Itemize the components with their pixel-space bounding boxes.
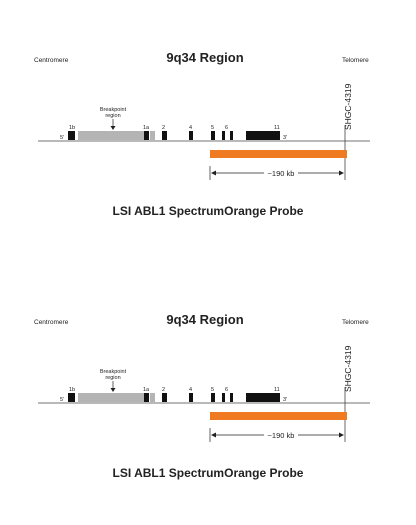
- diagram-panel-bottom: 9q34 Region Centromere Telomere 5' 3' 1b 1a 2 4 5…: [0, 262, 416, 524]
- size-arrow-left: [211, 432, 216, 438]
- probe-bar: [210, 412, 347, 420]
- size-label-background: [264, 429, 298, 440]
- exon: [189, 393, 193, 402]
- exon: [189, 131, 193, 140]
- exon-label: 1b: [69, 125, 75, 131]
- probe-bar: [210, 150, 347, 158]
- size-label: ~190 kb: [268, 431, 295, 440]
- marker-label: SHGC-4319: [343, 345, 353, 392]
- abl1-probe-diagram: 9q34 Region Centromere Telomere 5' 3' 1b 1a 2 4 5…: [34, 312, 370, 480]
- exon: [144, 393, 149, 402]
- exon-label: 4: [189, 387, 192, 393]
- exon-label: 11: [274, 125, 280, 131]
- three-prime-label: 3': [283, 397, 287, 403]
- size-label: ~190 kb: [268, 169, 295, 178]
- five-prime-label: 5': [60, 397, 64, 403]
- exon: [68, 131, 75, 140]
- size-label-background: [264, 167, 298, 178]
- exon: [222, 131, 225, 140]
- five-prime-label: 5': [60, 135, 64, 141]
- exon: [162, 131, 167, 140]
- exon: [246, 393, 280, 402]
- exon: [230, 131, 233, 140]
- exon: [162, 393, 167, 402]
- centromere-label: Centromere: [34, 319, 69, 326]
- exon: [230, 393, 233, 402]
- exon-label: 2: [162, 387, 165, 393]
- exon-label: 6: [225, 387, 228, 393]
- breakpoint-region-segment: [150, 131, 155, 140]
- exon: [222, 393, 225, 402]
- exon-label: 5: [211, 125, 214, 131]
- telomere-label: Telomere: [342, 319, 369, 326]
- breakpoint-label: Breakpoint: [100, 369, 127, 375]
- exon: [144, 131, 149, 140]
- exon-label: 4: [189, 125, 192, 131]
- three-prime-label: 3': [283, 135, 287, 141]
- breakpoint-arrowhead: [110, 126, 116, 130]
- exon-label: 6: [225, 125, 228, 131]
- size-arrow-right: [339, 170, 344, 176]
- breakpoint-region: [78, 393, 144, 402]
- exon-label: 1a: [143, 387, 150, 393]
- centromere-label: Centromere: [34, 57, 69, 64]
- telomere-label: Telomere: [342, 57, 369, 64]
- exon: [211, 393, 215, 402]
- exon-label: 2: [162, 125, 165, 131]
- size-arrow-right: [339, 432, 344, 438]
- exon-label: 11: [274, 387, 280, 393]
- region-title: 9q34 Region: [166, 312, 243, 327]
- exon: [246, 131, 280, 140]
- diagram-panel-top: 9q34 Region Centromere Telomere 5' 3' 1b 1a 2 4 5…: [0, 0, 416, 262]
- breakpoint-region-segment: [150, 393, 155, 402]
- marker-label: SHGC-4319: [343, 83, 353, 130]
- probe-caption: LSI ABL1 SpectrumOrange Probe: [113, 204, 304, 218]
- breakpoint-region: [78, 131, 144, 140]
- exon-label: 5: [211, 387, 214, 393]
- size-arrow-left: [211, 170, 216, 176]
- probe-caption: LSI ABL1 SpectrumOrange Probe: [113, 466, 304, 480]
- breakpoint-label: Breakpoint: [100, 107, 127, 113]
- exon-label: 1b: [69, 387, 75, 393]
- exon-label: 1a: [143, 125, 150, 131]
- breakpoint-label: region: [105, 113, 120, 119]
- exon: [211, 131, 215, 140]
- exon: [68, 393, 75, 402]
- abl1-probe-diagram: 9q34 Region Centromere Telomere 5' 3' 1b 1a 2 4 5…: [34, 50, 370, 218]
- breakpoint-arrowhead: [110, 388, 116, 392]
- breakpoint-label: region: [105, 375, 120, 381]
- region-title: 9q34 Region: [166, 50, 243, 65]
